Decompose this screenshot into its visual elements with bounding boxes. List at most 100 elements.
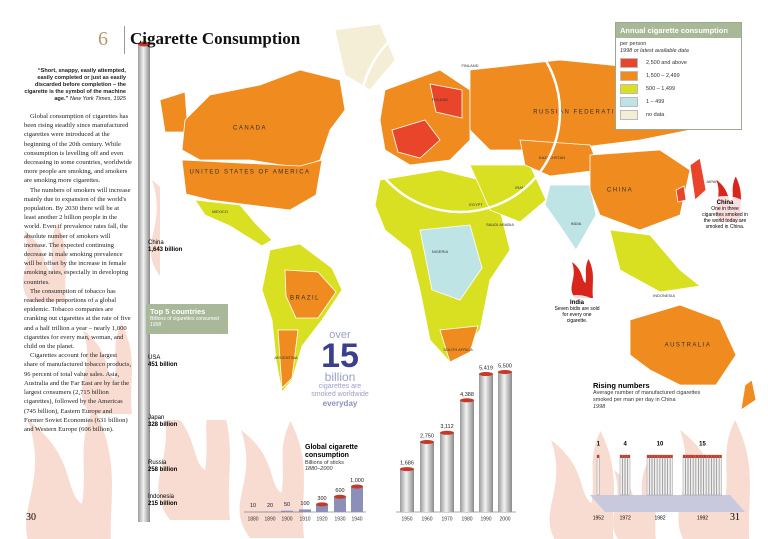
cigarette-icon	[695, 454, 699, 496]
top-country-value: 1,643 billion	[148, 247, 183, 253]
bar	[460, 400, 474, 512]
value-label: 3,112	[440, 424, 453, 430]
legend-row: 1,500 – 2,499	[616, 69, 741, 82]
cigarette-icon	[646, 454, 650, 496]
cigarette-icon-tip	[670, 455, 673, 458]
headline-unit: billion	[324, 370, 356, 384]
page-title: Cigarette Consumption	[130, 29, 301, 48]
cigarette-icon	[622, 454, 625, 496]
body-paragraph: Global consumption of cigarettes has bee…	[24, 113, 132, 185]
cigarette-icon	[714, 454, 717, 496]
global-chart-title: Global cigarette consumption	[305, 444, 358, 459]
cigarette-icon-tip	[683, 455, 686, 458]
country-region	[609, 229, 701, 293]
year-label: 1890	[264, 516, 275, 522]
china-chart-period: 1998	[593, 404, 606, 410]
country-region	[439, 325, 479, 363]
cigarette-stack	[646, 454, 673, 496]
country-label: UNITED STATES OF AMERICA	[189, 170, 310, 176]
country-region	[589, 149, 691, 231]
bar-top	[316, 502, 328, 507]
cigarette-icon-tip	[657, 455, 660, 458]
legend-row: 2,500 and above	[616, 56, 741, 69]
value-label: 300	[317, 496, 326, 502]
country-label: POLAND	[432, 97, 449, 102]
cigarette-icon	[711, 454, 714, 496]
country-label: INDIA	[571, 221, 582, 226]
bar	[420, 442, 434, 512]
bar	[440, 432, 454, 512]
flame	[239, 421, 304, 538]
cigarette-icon	[685, 454, 688, 496]
year-label: 1960	[421, 516, 432, 522]
legend-note: 1998 or latest available data	[620, 48, 689, 54]
cigarette-icon-tip	[662, 455, 665, 458]
global-chart-period: 1880–2000	[305, 466, 333, 472]
vertical-cigarette	[138, 41, 150, 522]
country-region	[689, 157, 707, 201]
india-callout: India Seven bidis are sold for every one…	[552, 300, 602, 324]
cigarette-icon	[654, 454, 658, 496]
top-country: China 1,643 billion	[148, 240, 182, 254]
top-country-value: 451 billion	[148, 362, 178, 368]
cigarette-icon-tip	[696, 455, 699, 458]
cigarette-stack	[619, 454, 631, 496]
india-callout-title: India	[569, 300, 584, 306]
country-region	[277, 329, 299, 389]
cigarette-icon	[667, 454, 671, 496]
cigarette-icon-tip	[706, 455, 709, 458]
country-label: ARGENTINA	[274, 355, 298, 360]
china-callout: China One in three cigarettes smoked in …	[690, 200, 760, 230]
top-five-box: Top 5 countries Billions of cigarettes c…	[146, 304, 228, 334]
country-region	[181, 159, 323, 211]
country-region	[740, 379, 757, 411]
year-label: 1940	[351, 516, 362, 522]
cigarette-icon	[670, 454, 673, 496]
china-callout-title: China	[716, 200, 734, 206]
country-label: JAPAN	[706, 179, 719, 184]
value-label: 5,419	[479, 366, 493, 372]
cigarette-icon	[657, 454, 660, 496]
global-chart-heading: Global cigarette consumption Billions of…	[305, 444, 385, 472]
country-label: IRAN	[515, 185, 525, 190]
top-country-value: 328 billion	[148, 422, 178, 428]
bar-top	[440, 430, 454, 435]
body-text: Global consumption of cigarettes has bee…	[24, 112, 132, 434]
value-label: 5,500	[498, 363, 512, 369]
cigarette-icon	[703, 454, 707, 496]
legend-row: no data	[616, 108, 741, 121]
country-label: BRAZIL	[290, 296, 320, 302]
country-region	[391, 119, 441, 159]
cigarette-icon	[693, 454, 696, 496]
year-label: 2000	[499, 516, 510, 522]
china-chart-subtitle: Average number of manufactured cigarette…	[593, 390, 701, 403]
year-label: 1920	[316, 516, 327, 522]
cigarette-icon-tip	[654, 455, 657, 458]
legend: Annual cigarette consumption per person …	[615, 22, 742, 130]
country-label: NIGERIA	[432, 249, 449, 254]
bar-top	[420, 440, 434, 444]
flame	[158, 390, 231, 520]
body-paragraph: The consumption of tobacco has reached t…	[24, 287, 131, 351]
year-label: 1930	[334, 516, 345, 522]
bar-top	[460, 398, 474, 403]
flame	[549, 430, 615, 539]
country-label: RUSSIAN FEDERATION	[533, 110, 627, 116]
cigarette-icon-tip	[711, 455, 714, 458]
legend-subtitle: per person	[620, 41, 647, 47]
pictogram-year: 1952	[593, 515, 604, 521]
bar	[479, 374, 493, 512]
headline-everyday: everyday	[322, 399, 358, 408]
cigarette-icon	[619, 454, 623, 496]
country-region	[334, 23, 396, 91]
pictogram-value: 10	[657, 442, 664, 448]
body-paragraph: Cigarettes account for the largest share…	[24, 352, 132, 433]
cigarette-icon	[627, 454, 631, 496]
pictogram-value: 1	[597, 442, 601, 448]
india-callout-text: Seven bidis are sold for every one cigar…	[554, 306, 600, 324]
bar	[498, 372, 512, 512]
bar	[299, 509, 311, 512]
page-number-left: 30	[26, 512, 36, 523]
